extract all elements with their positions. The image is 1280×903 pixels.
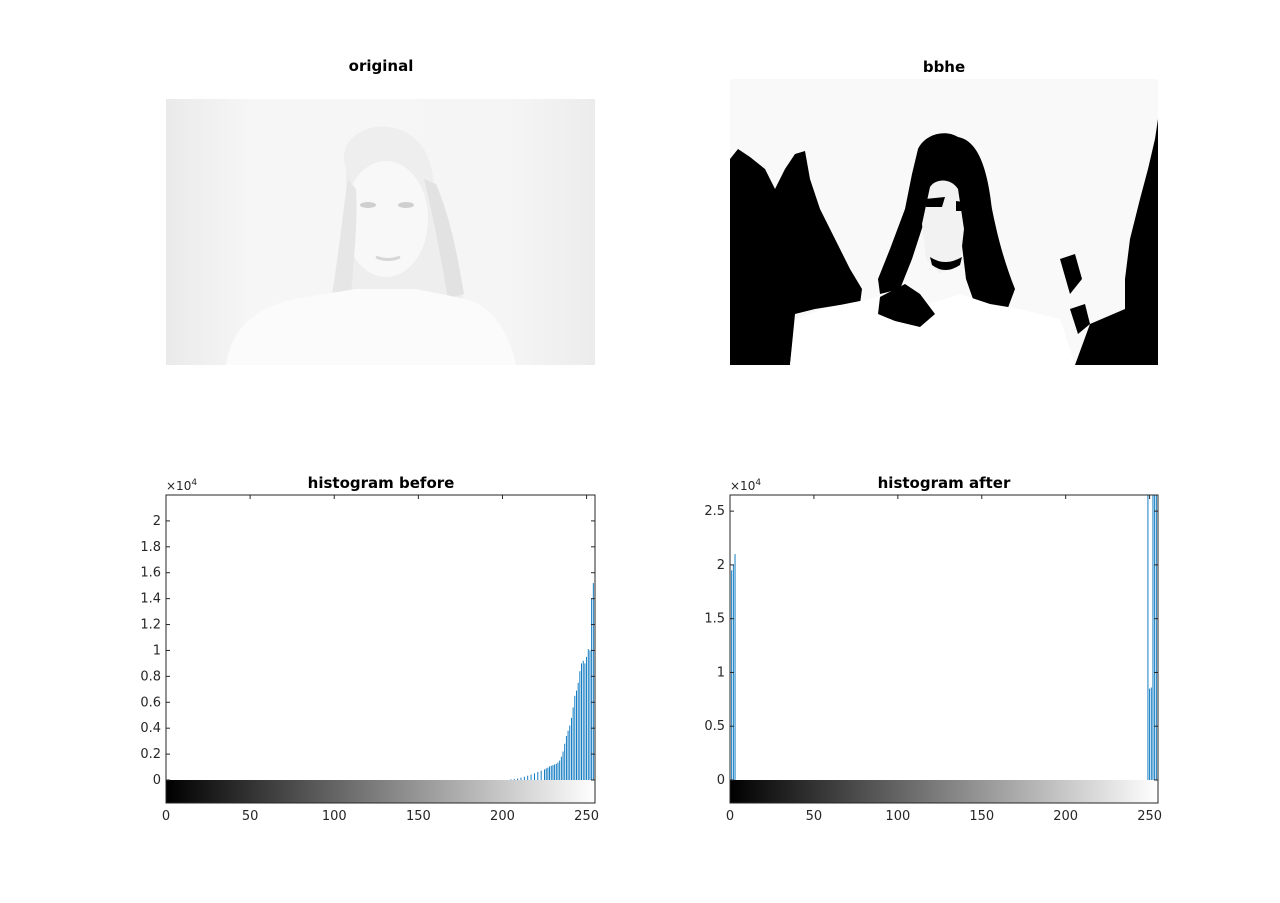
after-xtick-label: 250 bbox=[1137, 809, 1162, 824]
after-bar bbox=[1150, 687, 1152, 780]
after-bar bbox=[731, 570, 733, 780]
before-ytick-label: 0 bbox=[153, 773, 161, 788]
before-bar bbox=[547, 767, 549, 780]
before-bar bbox=[564, 743, 566, 780]
panel-title-hist-before: histogram before bbox=[307, 474, 455, 492]
after-xtick-label: 50 bbox=[806, 809, 823, 824]
before-ytick-label: 0.2 bbox=[140, 747, 161, 762]
after-bar bbox=[1149, 688, 1151, 780]
hist-after-exponent: ×104 bbox=[730, 478, 762, 493]
before-xtick-label: 50 bbox=[242, 809, 259, 824]
before-bar bbox=[567, 730, 569, 780]
before-bar bbox=[533, 773, 535, 780]
before-ytick-label: 0.8 bbox=[140, 669, 161, 684]
before-bar bbox=[555, 763, 557, 780]
before-bar bbox=[565, 735, 567, 780]
before-xtick-label: 150 bbox=[406, 809, 431, 824]
after-bar bbox=[1147, 495, 1149, 780]
after-ytick-label: 2.5 bbox=[704, 504, 725, 519]
before-bar bbox=[587, 649, 589, 780]
before-bar bbox=[572, 707, 574, 780]
before-bar bbox=[510, 779, 512, 780]
before-ytick-label: 1.6 bbox=[140, 566, 161, 581]
before-bar bbox=[513, 778, 515, 780]
after-xtick-label: 0 bbox=[726, 809, 734, 824]
after-bar bbox=[1154, 495, 1156, 780]
hist-before-exponent: ×104 bbox=[166, 478, 198, 493]
before-bar bbox=[537, 771, 539, 780]
before-bar bbox=[559, 760, 561, 780]
after-axes-box bbox=[729, 494, 1159, 804]
after-bar bbox=[1152, 495, 1154, 780]
before-bar bbox=[581, 663, 583, 780]
before-bar bbox=[544, 769, 545, 780]
before-bar bbox=[562, 751, 564, 780]
before-bar bbox=[540, 770, 542, 780]
before-axes-box bbox=[165, 494, 596, 804]
before-bar bbox=[579, 671, 581, 780]
before-bar bbox=[570, 717, 572, 780]
before-bar bbox=[517, 778, 519, 780]
before-bar bbox=[560, 756, 562, 780]
before-bar bbox=[557, 762, 559, 780]
bbhe-image bbox=[730, 79, 1158, 365]
before-bar bbox=[582, 660, 584, 780]
before-colorbar bbox=[166, 780, 595, 803]
after-xtick-label: 100 bbox=[885, 809, 910, 824]
before-ytick-label: 2 bbox=[153, 514, 161, 529]
after-plot-area bbox=[730, 495, 1158, 780]
after-xtick-label: 200 bbox=[1053, 809, 1078, 824]
before-ytick-label: 1.2 bbox=[140, 618, 161, 633]
before-ytick-label: 1.8 bbox=[140, 540, 161, 555]
before-xtick-label: 250 bbox=[574, 809, 599, 824]
before-bar bbox=[552, 765, 554, 780]
before-bar bbox=[523, 776, 525, 780]
before-bar bbox=[586, 656, 588, 780]
after-xtick-label: 150 bbox=[969, 809, 994, 824]
before-bar bbox=[584, 663, 586, 780]
before-ytick-label: 0.4 bbox=[140, 721, 161, 736]
before-bar bbox=[554, 764, 556, 780]
before-bar bbox=[569, 725, 571, 780]
after-ytick-label: 1.5 bbox=[704, 612, 725, 627]
before-bar bbox=[591, 598, 593, 780]
before-bar bbox=[550, 765, 552, 780]
before-bar bbox=[545, 768, 547, 780]
before-bar bbox=[530, 774, 532, 780]
after-bar bbox=[1155, 495, 1157, 780]
before-bar bbox=[549, 766, 551, 780]
before-bar bbox=[520, 777, 522, 780]
before-xtick-label: 100 bbox=[322, 809, 347, 824]
after-colorbar bbox=[730, 780, 1158, 803]
after-ytick-label: 1 bbox=[717, 665, 725, 680]
before-plot-area bbox=[166, 495, 595, 780]
before-xtick-label: 0 bbox=[162, 809, 170, 824]
before-ytick-label: 1.4 bbox=[140, 592, 161, 607]
before-ytick-label: 1 bbox=[153, 643, 161, 658]
before-bar bbox=[576, 690, 577, 780]
after-ytick-label: 2 bbox=[717, 558, 725, 573]
before-bar bbox=[589, 650, 591, 780]
before-bar bbox=[577, 682, 579, 780]
before-bar bbox=[592, 583, 594, 780]
after-ytick-label: 0 bbox=[717, 773, 725, 788]
before-bar bbox=[527, 775, 529, 780]
after-bar bbox=[734, 554, 736, 780]
before-ytick-label: 0.6 bbox=[140, 695, 161, 710]
panel-title-bbhe: bbhe bbox=[922, 58, 966, 76]
after-ytick-label: 0.5 bbox=[704, 719, 725, 734]
before-bar bbox=[574, 695, 576, 780]
original-image bbox=[166, 79, 595, 365]
panel-title-original: original bbox=[348, 57, 414, 75]
panel-title-hist-after: histogram after bbox=[877, 474, 1011, 492]
before-xtick-label: 200 bbox=[490, 809, 515, 824]
